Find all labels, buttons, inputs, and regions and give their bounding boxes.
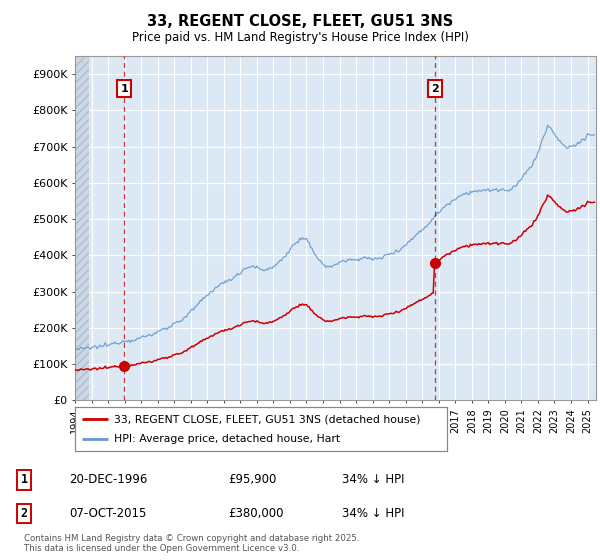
Text: Price paid vs. HM Land Registry's House Price Index (HPI): Price paid vs. HM Land Registry's House … <box>131 31 469 44</box>
Text: 1: 1 <box>20 473 28 487</box>
Bar <box>75 56 89 400</box>
Text: £380,000: £380,000 <box>228 507 284 520</box>
Text: 34% ↓ HPI: 34% ↓ HPI <box>342 507 404 520</box>
Text: 2: 2 <box>20 507 28 520</box>
Text: 07-OCT-2015: 07-OCT-2015 <box>69 507 146 520</box>
Text: 34% ↓ HPI: 34% ↓ HPI <box>342 473 404 487</box>
Text: Contains HM Land Registry data © Crown copyright and database right 2025.
This d: Contains HM Land Registry data © Crown c… <box>24 534 359 553</box>
Text: 1: 1 <box>120 83 128 94</box>
Text: £95,900: £95,900 <box>228 473 277 487</box>
Text: 2: 2 <box>431 83 439 94</box>
Text: 20-DEC-1996: 20-DEC-1996 <box>69 473 148 487</box>
Text: 33, REGENT CLOSE, FLEET, GU51 3NS: 33, REGENT CLOSE, FLEET, GU51 3NS <box>147 14 453 29</box>
Text: 33, REGENT CLOSE, FLEET, GU51 3NS (detached house): 33, REGENT CLOSE, FLEET, GU51 3NS (detac… <box>114 414 421 424</box>
Text: HPI: Average price, detached house, Hart: HPI: Average price, detached house, Hart <box>114 433 340 444</box>
